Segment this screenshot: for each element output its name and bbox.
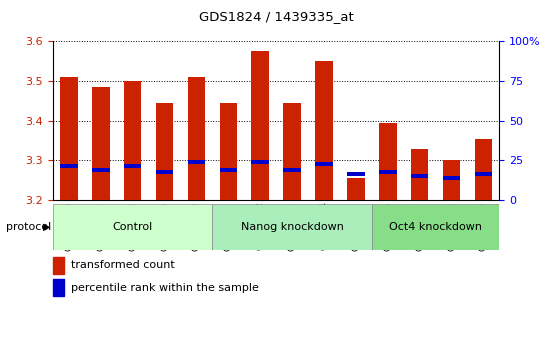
Text: GDS1824 / 1439335_at: GDS1824 / 1439335_at bbox=[199, 10, 354, 23]
Bar bbox=[53, 257, 64, 274]
Bar bbox=[379, 170, 397, 174]
Bar bbox=[60, 164, 78, 168]
Bar bbox=[187, 77, 205, 200]
Bar bbox=[411, 174, 429, 178]
Bar bbox=[372, 204, 499, 250]
Text: ▶: ▶ bbox=[43, 222, 50, 232]
Bar bbox=[53, 279, 64, 296]
Text: transformed count: transformed count bbox=[71, 260, 175, 270]
Bar bbox=[379, 123, 397, 200]
Text: Control: Control bbox=[113, 222, 153, 232]
Bar bbox=[347, 172, 365, 176]
Bar bbox=[443, 176, 460, 180]
Bar bbox=[475, 139, 492, 200]
Bar bbox=[187, 160, 205, 164]
Bar bbox=[252, 160, 269, 164]
Bar bbox=[213, 204, 372, 250]
Text: percentile rank within the sample: percentile rank within the sample bbox=[71, 283, 259, 293]
Bar bbox=[124, 164, 142, 168]
Bar bbox=[443, 160, 460, 200]
Bar bbox=[411, 148, 429, 200]
Text: protocol: protocol bbox=[6, 222, 51, 232]
Bar bbox=[53, 204, 213, 250]
Bar bbox=[220, 168, 237, 172]
Bar bbox=[283, 103, 301, 200]
Bar bbox=[283, 168, 301, 172]
Text: Oct4 knockdown: Oct4 knockdown bbox=[389, 222, 482, 232]
Bar bbox=[156, 170, 174, 174]
Bar bbox=[92, 168, 109, 172]
Bar bbox=[92, 87, 109, 200]
Bar bbox=[156, 103, 174, 200]
Text: Nanog knockdown: Nanog knockdown bbox=[240, 222, 344, 232]
Bar bbox=[315, 61, 333, 200]
Bar bbox=[475, 172, 492, 176]
Bar bbox=[220, 103, 237, 200]
Bar bbox=[60, 77, 78, 200]
Bar bbox=[315, 162, 333, 166]
Bar bbox=[124, 81, 142, 200]
Bar bbox=[347, 178, 365, 200]
Bar bbox=[252, 51, 269, 200]
